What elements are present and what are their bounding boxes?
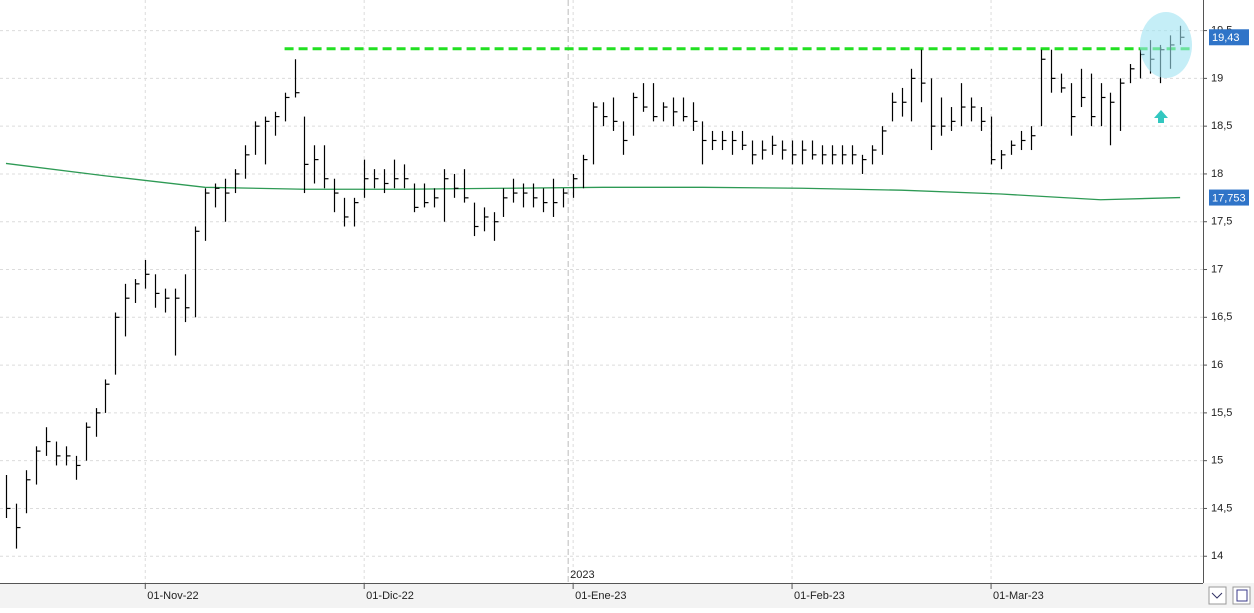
y-tick-label: 19	[1211, 72, 1223, 84]
y-tick-label: 15	[1211, 455, 1223, 467]
y-tick-label: 15,5	[1211, 407, 1232, 419]
y-tick-label: 14,5	[1211, 502, 1232, 514]
moving-average	[5, 162, 1181, 201]
price-tag-label: 19,43	[1212, 32, 1240, 44]
y-tick-label: 16	[1211, 359, 1223, 371]
save-icon	[1236, 589, 1248, 602]
x-tick-label: 01-Dic-22	[366, 590, 414, 602]
y-tick-label: 18	[1211, 168, 1223, 180]
price-tag	[1209, 29, 1249, 46]
scroll-icon	[1211, 592, 1223, 599]
x-axis-band	[0, 583, 1254, 608]
y-tick-label: 16,5	[1211, 311, 1232, 323]
x-tick-label: 01-Nov-22	[147, 590, 198, 602]
y-tick-label: 17	[1211, 263, 1223, 275]
y-tick-label: 18,5	[1211, 120, 1232, 132]
plot-area: 2023	[0, 0, 1203, 583]
price-tag-label: 17,753	[1212, 192, 1246, 204]
x-tick-label: 01-Ene-23	[575, 590, 626, 602]
scroll-button[interactable]	[1208, 586, 1227, 605]
price-tag	[1209, 189, 1249, 206]
year-label: 2023	[570, 569, 594, 581]
y-tick-label: 17,5	[1211, 216, 1232, 228]
x-tick-label: 01-Mar-23	[993, 590, 1044, 602]
x-tick-label: 01-Feb-23	[794, 590, 845, 602]
y-tick-label: 14	[1211, 550, 1223, 562]
highlight-circle	[1140, 12, 1192, 78]
up-arrow	[1154, 110, 1168, 123]
